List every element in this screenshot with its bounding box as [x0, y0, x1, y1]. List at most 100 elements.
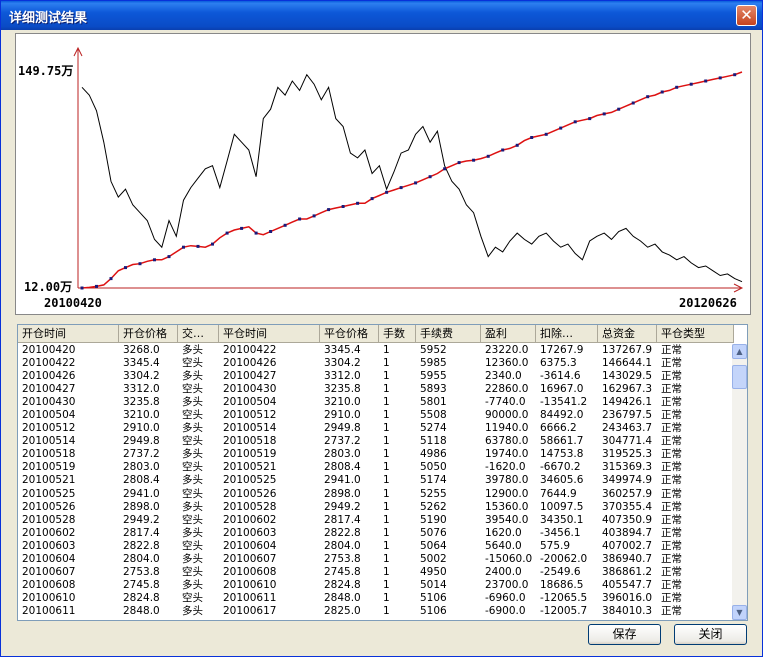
- table-cell: 1: [383, 370, 390, 383]
- table-row[interactable]: 20100611 2848.0 多头 20100617 2825.0 1 5106 -6900…: [18, 605, 734, 618]
- close-button[interactable]: 关闭: [674, 624, 747, 645]
- table-cell: 20100422: [223, 344, 277, 356]
- table-cell: 384010.3: [602, 604, 653, 617]
- table-cell: -15060.0: [485, 552, 533, 565]
- equity-marker: [544, 132, 548, 136]
- table-cell: 3345.4: [123, 357, 160, 370]
- window-title: 详细测试结果: [9, 11, 88, 26]
- table-cell: 20100610: [22, 591, 76, 604]
- equity-marker: [254, 231, 258, 235]
- table-cell: 2804.0: [123, 552, 160, 565]
- table-row[interactable]: 20100427 3312.0 空头 20100430 3235.8 1 5893 22860…: [18, 383, 734, 396]
- y-axis-arrow: [73, 46, 83, 57]
- scroll-thumb[interactable]: [732, 365, 747, 389]
- vertical-scrollbar[interactable]: ▲ ▼: [732, 344, 747, 620]
- table-cell: 正常: [661, 422, 682, 435]
- equity-marker: [109, 277, 113, 281]
- equity-marker: [457, 161, 461, 165]
- column-header[interactable]: 交…: [178, 325, 219, 343]
- save-button[interactable]: 保存: [588, 624, 661, 645]
- table-cell: 20100514: [223, 422, 277, 435]
- table-cell: 34605.6: [540, 474, 584, 487]
- table-cell: 1: [383, 461, 390, 474]
- table-cell: 5014: [420, 578, 447, 591]
- column-header[interactable]: 盈利: [481, 325, 536, 343]
- table-cell: -6960.0: [485, 591, 526, 604]
- table-cell: 正常: [661, 578, 682, 591]
- equity-marker: [559, 126, 563, 130]
- table-cell: 2817.4: [324, 513, 361, 526]
- table-cell: 1: [383, 552, 390, 565]
- table-cell: 6375.3: [540, 357, 577, 370]
- table-row[interactable]: 20100521 2808.4 多头 20100525 2941.0 1 5174 39780…: [18, 474, 734, 487]
- table-row[interactable]: 20100518 2737.2 多头 20100519 2803.0 1 4986 19740…: [18, 448, 734, 461]
- table-row[interactable]: 20100608 2745.8 多头 20100610 2824.8 1 5014 23700…: [18, 579, 734, 592]
- title-bar[interactable]: 详细测试结果 ✕: [1, 1, 762, 30]
- table-row[interactable]: 20100603 2822.8 空头 20100604 2804.0 1 5064 5640.…: [18, 540, 734, 553]
- table-row[interactable]: 20100519 2803.0 空头 20100521 2808.4 1 5050 -1620…: [18, 461, 734, 474]
- table-cell: 多头: [182, 552, 203, 565]
- table-cell: 63780.0: [485, 435, 529, 448]
- table-cell: 3312.0: [123, 383, 160, 396]
- table-cell: -6900.0: [485, 604, 526, 617]
- table-row[interactable]: 20100528 2949.2 空头 20100602 2817.4 1 5190 39540…: [18, 514, 734, 527]
- table-row[interactable]: 20100607 2753.8 空头 20100608 2745.8 1 4950 2400.…: [18, 566, 734, 579]
- table-row[interactable]: 20100430 3235.8 多头 20100504 3210.0 1 5801 -7740…: [18, 396, 734, 409]
- table-row[interactable]: 20100420 3268.0 多头 20100422 3345.4 1 5952 23220…: [18, 344, 734, 357]
- column-header[interactable]: 开仓价格: [119, 325, 178, 343]
- table-cell: 20100526: [22, 500, 76, 513]
- column-header[interactable]: 总资金: [598, 325, 657, 343]
- table-row[interactable]: 20100610 2824.8 空头 20100611 2848.0 1 5106 -6960…: [18, 592, 734, 605]
- equity-marker: [370, 197, 374, 201]
- table-cell: 360257.9: [602, 487, 653, 500]
- table-cell: 16967.0: [540, 383, 584, 396]
- scroll-down-icon[interactable]: ▼: [732, 605, 747, 620]
- column-header[interactable]: 平仓时间: [219, 325, 320, 343]
- table-row[interactable]: 20100525 2941.0 空头 20100526 2898.0 1 5255 12900…: [18, 488, 734, 501]
- table-cell: 2340.0: [485, 370, 522, 383]
- table-row[interactable]: 20100604 2804.0 多头 20100607 2753.8 1 5002 -1506…: [18, 553, 734, 566]
- table-cell: 2803.0: [123, 461, 160, 474]
- table-cell: 1: [383, 604, 390, 617]
- table-cell: 空头: [182, 565, 203, 578]
- table-row[interactable]: 20100602 2817.4 多头 20100603 2822.8 1 5076 1620.…: [18, 527, 734, 540]
- table-cell: 正常: [661, 500, 682, 513]
- equity-marker: [225, 231, 229, 235]
- scroll-up-icon[interactable]: ▲: [732, 344, 747, 359]
- table-cell: 20100504: [22, 409, 76, 422]
- table-cell: 20100617: [223, 604, 277, 617]
- column-header[interactable]: 手续费: [416, 325, 481, 343]
- table-row[interactable]: 20100426 3304.2 多头 20100427 3312.0 1 5955 2340.…: [18, 370, 734, 383]
- equity-line: [81, 71, 743, 289]
- table-cell: 1: [383, 357, 390, 370]
- column-header[interactable]: 手数: [379, 325, 416, 343]
- table-cell: 正常: [661, 357, 682, 370]
- table-cell: 34350.1: [540, 513, 584, 526]
- table-row[interactable]: 20100526 2898.0 多头 20100528 2949.2 1 5262 15360…: [18, 501, 734, 514]
- column-header[interactable]: 平仓类型: [657, 325, 734, 343]
- table-row[interactable]: 20100422 3345.4 空头 20100426 3304.2 1 5985 12360…: [18, 357, 734, 370]
- table-cell: 20100426: [223, 357, 277, 370]
- table-cell: 20100519: [22, 461, 76, 474]
- table-cell: -12065.5: [540, 591, 588, 604]
- column-header[interactable]: 平仓价格: [320, 325, 379, 343]
- table-cell: 正常: [661, 591, 682, 604]
- table-cell: 20100427: [223, 370, 277, 383]
- table-row[interactable]: 20100512 2910.0 多头 20100514 2949.8 1 5274 11940…: [18, 422, 734, 435]
- table-cell: 1: [383, 526, 390, 539]
- close-icon[interactable]: ✕: [736, 5, 757, 26]
- equity-marker: [486, 154, 490, 158]
- table-cell: 396016.0: [602, 591, 653, 604]
- table-cell: 20100602: [22, 526, 76, 539]
- table-row[interactable]: 20100504 3210.0 空头 20100512 2910.0 1 5508 90000…: [18, 409, 734, 422]
- table-cell: 319525.3: [602, 448, 653, 461]
- table-cell: 20100608: [223, 565, 277, 578]
- table-row[interactable]: 20100514 2949.8 空头 20100518 2737.2 1 5118 63780…: [18, 435, 734, 448]
- equity-marker: [631, 101, 635, 105]
- equity-marker: [617, 107, 621, 111]
- column-header[interactable]: 开仓时间: [18, 325, 119, 343]
- trade-table[interactable]: 开仓时间 开仓价格 交… 平仓时间 平仓价格 手数 手续费 盈利 扣除… 总资金 平仓类型 2010…: [17, 324, 748, 621]
- column-header[interactable]: 扣除…: [536, 325, 598, 343]
- table-cell: 1: [383, 513, 390, 526]
- table-cell: 20100611: [22, 604, 76, 617]
